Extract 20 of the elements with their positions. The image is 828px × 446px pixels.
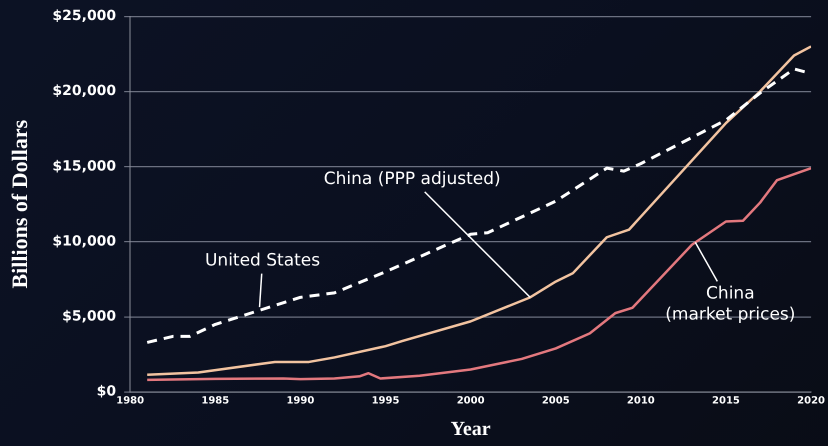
annotation: China (market prices) bbox=[665, 283, 796, 324]
y-tick-label: $15,000 bbox=[52, 158, 116, 174]
y-tick-label: $0 bbox=[96, 384, 116, 400]
x-axis-title: Year bbox=[450, 418, 491, 440]
y-tick-label: $5,000 bbox=[62, 308, 116, 325]
x-tick-label: 1980 bbox=[116, 396, 144, 407]
x-tick-label: 2010 bbox=[626, 396, 655, 407]
x-tick-label: 2015 bbox=[712, 396, 740, 407]
annotation: China (PPP adjusted) bbox=[324, 168, 501, 189]
annotation: United States bbox=[204, 250, 320, 271]
y-axis-title: Billions of Dollars bbox=[6, 119, 32, 289]
y-tick-label: $20,000 bbox=[52, 83, 116, 100]
x-tick-label: 2005 bbox=[542, 396, 570, 407]
x-tick-label: 2000 bbox=[456, 396, 485, 407]
x-tick-label: 1995 bbox=[372, 396, 400, 407]
x-tick-label: 1985 bbox=[201, 396, 230, 407]
y-tick-label: $10,000 bbox=[52, 233, 116, 250]
x-tick-label: 1990 bbox=[286, 396, 314, 407]
y-tick-label: $25,000 bbox=[52, 8, 116, 24]
x-tick-label: 2020 bbox=[797, 396, 826, 407]
